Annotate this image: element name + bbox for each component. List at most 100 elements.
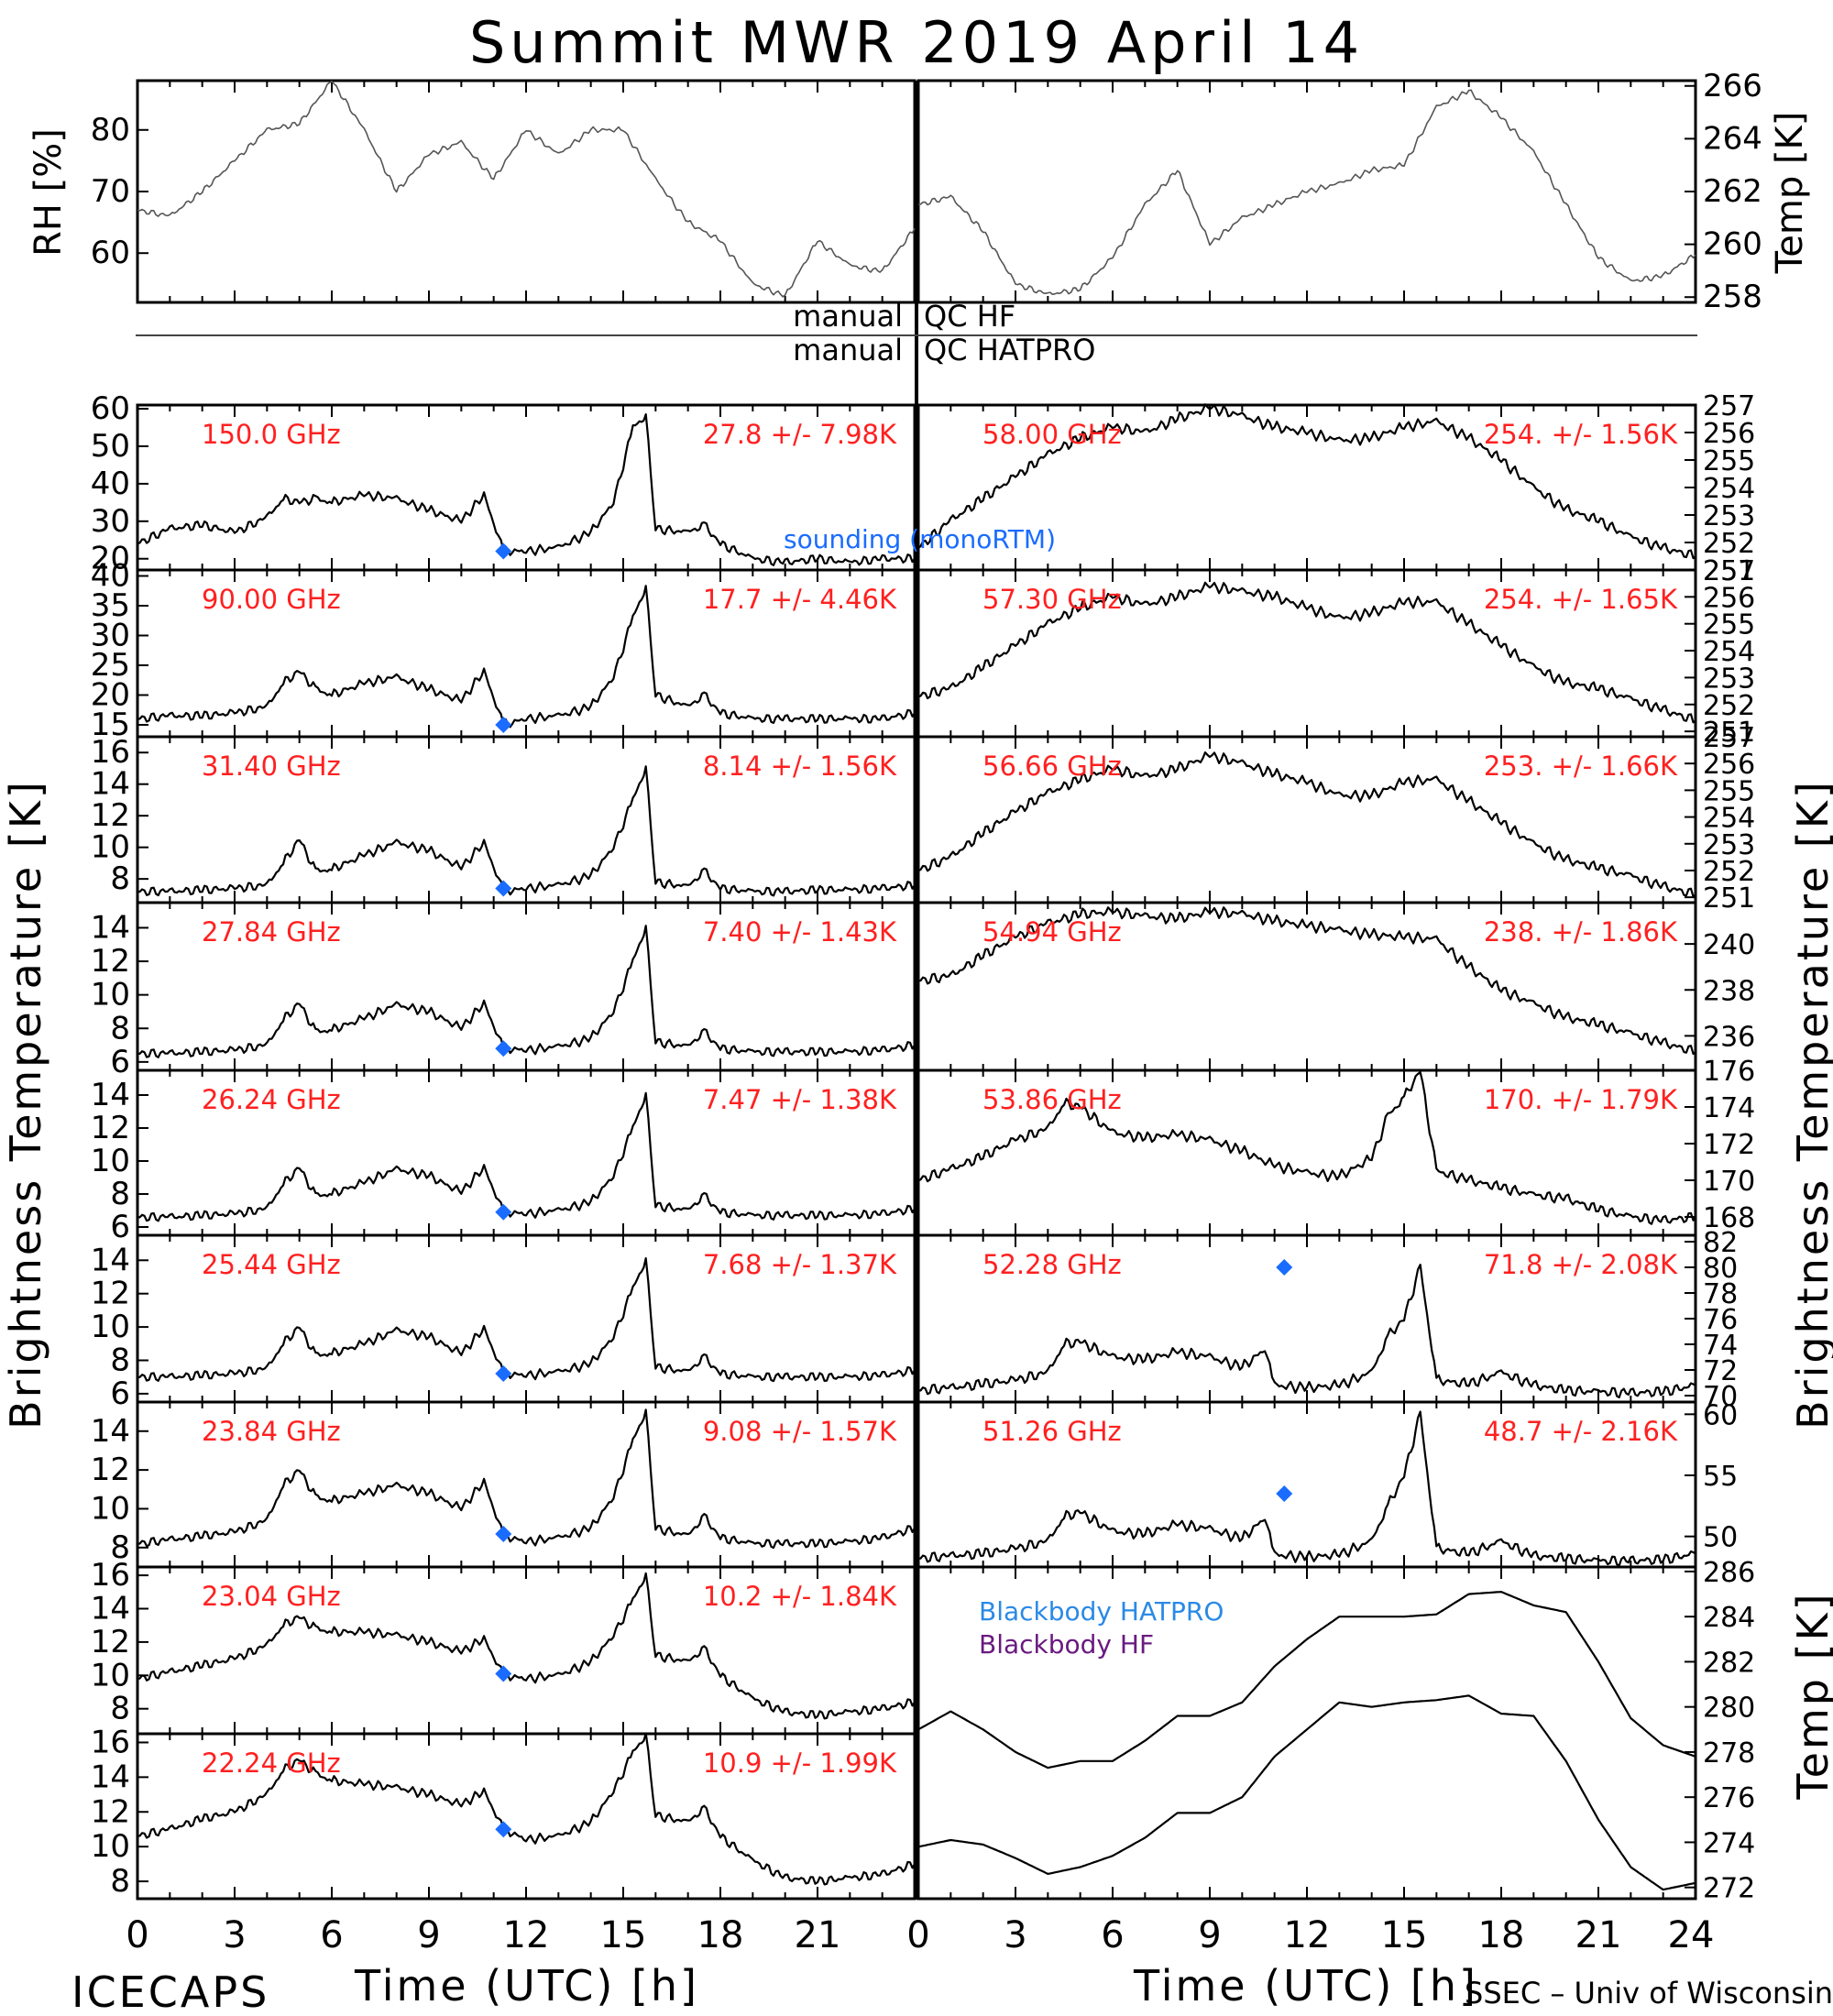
channel-label: 51.26 GHz: [982, 1416, 1122, 1447]
channel-label: 31.40 GHz: [202, 751, 341, 782]
sounding-marker: [495, 1365, 512, 1383]
y-tick-label: 253: [1703, 663, 1755, 695]
x-tick-label-right: 0: [906, 1914, 929, 1956]
y-tick-label: 60: [91, 390, 130, 427]
x-tick-label-right: 3: [1004, 1914, 1026, 1956]
channel-label: 23.04 GHz: [202, 1581, 341, 1612]
channel-stat: 71.8 +/- 2.08K: [1484, 1249, 1678, 1280]
sounding-marker: [495, 717, 512, 733]
y-tick-label: 6: [110, 1209, 130, 1245]
sounding-marker: [495, 880, 512, 897]
y-tick-label: 74: [1703, 1330, 1738, 1362]
channel-stat: 7.40 +/- 1.43K: [703, 916, 897, 948]
x-tick-label-left: 9: [417, 1914, 440, 1956]
y-tick-label: 240: [1703, 929, 1755, 961]
y-tick-label: 168: [1703, 1202, 1755, 1234]
legend-bb-hf: Blackbody HF: [979, 1629, 1154, 1660]
y-tick-label: 78: [1703, 1278, 1738, 1310]
channel-stat: 253. +/- 1.66K: [1484, 751, 1678, 782]
y-tick-label: 12: [91, 1452, 130, 1488]
x-tick-label-right: 18: [1478, 1914, 1525, 1956]
y-tick-label: 251: [1703, 555, 1755, 587]
channel-label: 57.30 GHz: [982, 584, 1122, 615]
y-tick-label: 10: [91, 1657, 130, 1693]
y-tick-label: 6: [110, 1044, 130, 1080]
x-tick-label-right: 24: [1668, 1914, 1715, 1956]
y-tick-label: 14: [91, 1591, 130, 1627]
y-tick-label: 14: [91, 909, 130, 946]
x-tick-label-right: 6: [1101, 1914, 1124, 1956]
channel-stat: 254. +/- 1.65K: [1484, 584, 1678, 615]
channel-label: 52.28 GHz: [982, 1249, 1122, 1280]
y-tick-label: 10: [91, 1490, 130, 1527]
series-line: [137, 80, 916, 298]
y-tick-label: 55: [1703, 1461, 1738, 1493]
y-tick-label: 12: [91, 797, 130, 834]
series-line: [137, 413, 916, 566]
sounding-marker: [495, 1526, 512, 1542]
y-tick-label: 252: [1703, 690, 1755, 722]
channel-label: 150.0 GHz: [202, 419, 341, 450]
figure-title: Summit MWR 2019 April 14: [469, 9, 1364, 76]
y-tick-label: 14: [91, 766, 130, 803]
y-tick-label: 251: [1703, 717, 1755, 749]
y-tick-label: 70: [1703, 1381, 1738, 1413]
channel-label: 22.24 GHz: [202, 1748, 341, 1779]
y-tick-label: 14: [91, 1759, 130, 1795]
y-tick-label: 50: [91, 428, 130, 465]
x-tick-label-right: 12: [1284, 1914, 1331, 1956]
qc-right-2: QC HATPRO: [924, 333, 1095, 367]
channel-stat: 48.7 +/- 2.16K: [1484, 1416, 1678, 1447]
y-tick-label: 255: [1703, 445, 1755, 477]
sounding-marker: [495, 1665, 512, 1682]
channel-label: 54.94 GHz: [982, 916, 1122, 948]
temp-top-axis-label: Temp [K]: [1769, 112, 1811, 275]
y-tick-label: 236: [1703, 1021, 1755, 1053]
panel-blackbody: 272 274 276 278 280 282 284 286: [916, 1557, 1755, 1905]
series-line: [917, 1071, 1696, 1225]
panel-51-26-ghz: 50 55 60 51.26 GHz 48.7 +/- 2.16K: [916, 1399, 1738, 1569]
y-tick-label: 255: [1703, 609, 1755, 641]
y-tick-label: 14: [91, 1242, 130, 1278]
y-tick-label: 12: [91, 1110, 130, 1146]
panel-54-94-ghz: 236 238 240 54.94 GHz 238. +/- 1.86K: [916, 901, 1755, 1072]
y-tick-label: 16: [91, 734, 130, 771]
y-tick-label: 254: [1703, 803, 1755, 835]
y-tick-label: 10: [91, 829, 130, 866]
y-tick-label: 20: [91, 541, 130, 577]
sounding-marker: [495, 542, 512, 560]
series-line: [137, 765, 916, 897]
channel-stat: 238. +/- 1.86K: [1484, 916, 1678, 948]
y-tick-label: 266: [1703, 68, 1762, 104]
y-tick-label: 60: [1703, 1399, 1738, 1431]
legend-bb-hatpro: Blackbody HATPRO: [979, 1596, 1224, 1627]
series-line: [137, 1257, 916, 1383]
y-tick-label: 10: [91, 1309, 130, 1345]
sounding-marker: [495, 1040, 512, 1057]
y-tick-label: 8: [110, 860, 130, 897]
y-tick-label: 40: [91, 466, 130, 502]
y-tick-label: 252: [1703, 856, 1755, 888]
sounding-marker: [495, 1821, 512, 1838]
series-line: [918, 1410, 1696, 1567]
channel-label: 25.44 GHz: [202, 1249, 341, 1280]
y-tick-label: 72: [1703, 1355, 1738, 1387]
panel-53-86-ghz: 168 170 172 174 176 53.86 GHz 170. +/- 1.79K: [916, 1056, 1755, 1237]
y-tick-label: 8: [110, 1863, 130, 1900]
series-line: [137, 1572, 916, 1720]
y-tick-label: 8: [110, 1176, 130, 1212]
y-tick-label: 282: [1703, 1647, 1755, 1679]
rh-axis-label: RH [%]: [27, 128, 70, 257]
y-tick-label: 170: [1703, 1166, 1755, 1198]
qc-left-1: manual: [793, 299, 903, 334]
y-tick-label: 278: [1703, 1737, 1755, 1769]
